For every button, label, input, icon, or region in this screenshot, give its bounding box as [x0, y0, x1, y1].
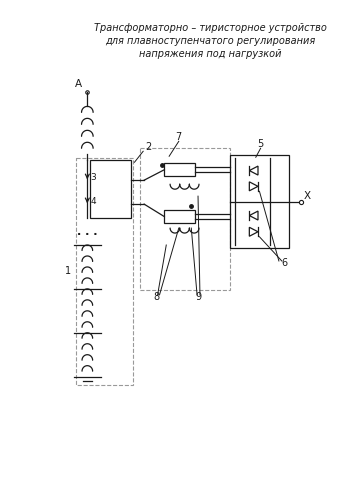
Text: . . .: . . . [77, 227, 97, 237]
Text: напряжения под нагрузкой: напряжения под нагрузкой [139, 48, 282, 58]
Text: Трансформаторно – тиристорное устройство: Трансформаторно – тиристорное устройство [94, 22, 327, 32]
Text: для плавноступенчатого регулирования: для плавноступенчатого регулирования [106, 35, 316, 45]
Text: 7: 7 [176, 132, 182, 142]
Text: 4: 4 [90, 197, 96, 206]
Text: А: А [76, 79, 83, 89]
Text: 6: 6 [282, 258, 288, 268]
Text: 3: 3 [90, 173, 96, 182]
Bar [90, 160, 131, 218]
Text: 1: 1 [65, 266, 71, 276]
Bar [164, 163, 195, 176]
Bar [230, 155, 289, 248]
Bar [164, 210, 195, 223]
Text: 8: 8 [154, 292, 160, 302]
Text: 2: 2 [145, 142, 151, 152]
Text: 9: 9 [195, 292, 201, 302]
Bar [76, 158, 133, 385]
Text: X: X [304, 191, 311, 201]
Bar [140, 148, 230, 290]
Text: 5: 5 [257, 139, 264, 149]
